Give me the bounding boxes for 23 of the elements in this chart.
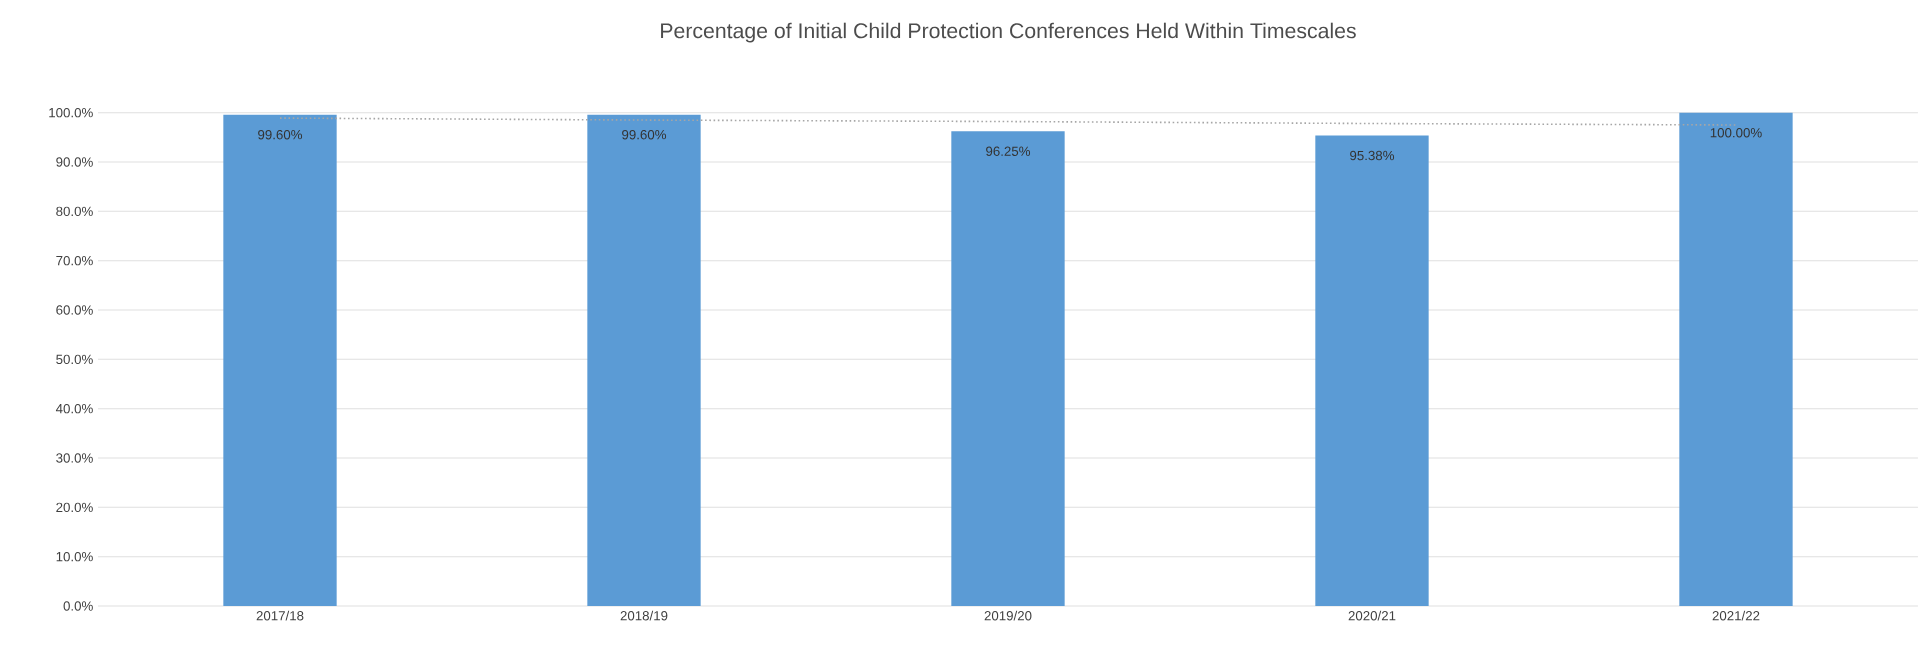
data-label: 99.60% (258, 130, 303, 140)
y-tick-label: 40.0% (55, 403, 93, 414)
data-label: 95.38% (1350, 150, 1395, 161)
y-tick-label: 70.0% (56, 255, 93, 266)
y-tick-label: 90.0% (56, 157, 93, 167)
y-tick-label: 80.0% (56, 206, 93, 217)
data-label: 99.60% (622, 130, 667, 140)
y-tick-label: 30.0% (56, 453, 93, 463)
chart-title: Percentage of Initial Child Protection Conferences Held Within Timescales (661, 22, 1356, 43)
y-tick-label: 20.0% (56, 502, 93, 513)
y-tick-label: 10.0% (56, 551, 93, 562)
data-label: 96.25% (986, 146, 1031, 156)
x-tick-label: 2020/21 (1348, 610, 1396, 621)
line-series (279, 117, 1737, 126)
y-tick-label: 100.0% (49, 107, 93, 118)
x-tick-label: 2017/18 (256, 610, 304, 621)
y-tick-label: 50.0% (56, 354, 93, 365)
y-tick-label: 60.0% (56, 305, 93, 315)
x-tick-label: 2019/20 (984, 610, 1032, 621)
x-tick-label: 2018/19 (620, 610, 668, 621)
x-tick-label: 2021/22 (1712, 610, 1760, 621)
data-label: 100.00% (1710, 128, 1762, 138)
y-tick-label: 0.0% (63, 601, 93, 611)
